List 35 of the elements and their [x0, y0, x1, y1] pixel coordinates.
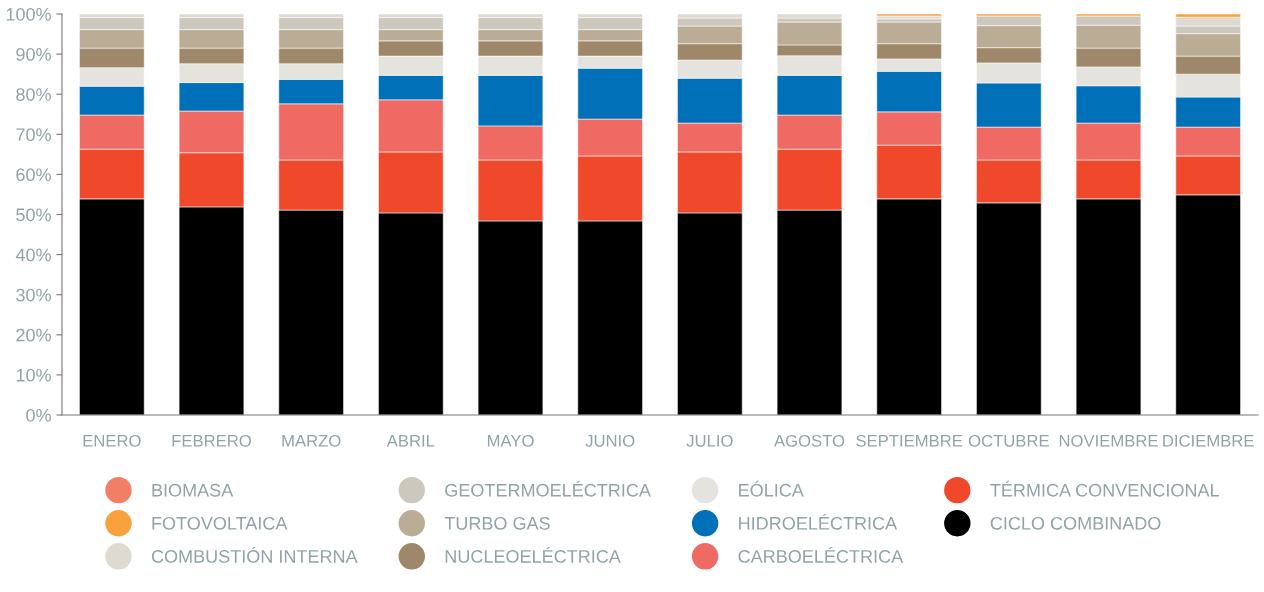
y-tick-label: 40%	[15, 248, 51, 262]
y-tick-label: 60%	[16, 168, 51, 182]
y-tick-label: 80%	[16, 88, 51, 101]
y-tick-label: 70%	[16, 128, 51, 142]
x-tick-label: JUNIO	[585, 434, 635, 447]
y-tick-label: 100%	[6, 7, 51, 21]
legend-label: TURBO GAS	[444, 516, 550, 530]
legend-label: EÓLICA	[739, 480, 804, 497]
x-tick-label: OCTUBRE	[968, 434, 1049, 447]
y-tick-label: 0%	[26, 408, 51, 422]
legend-label: CICLO COMBINADO	[990, 516, 1161, 530]
legend-label: FOTOVOLTAICA	[152, 516, 288, 530]
x-tick-label: ENERO	[83, 434, 141, 447]
legend-label: COMBUSTIÓN INTERNA	[151, 546, 358, 563]
x-tick-label: FEBRERO	[172, 434, 251, 447]
x-tick-label: MAYO	[487, 434, 534, 447]
x-tick-label: MARZO	[282, 434, 341, 447]
x-tick-label: NOVIEMBRE	[1059, 434, 1158, 447]
y-tick-label: 20%	[16, 328, 51, 342]
x-tick-label: SEPTIEMBRE	[856, 434, 963, 447]
legend-label: BIOMASA	[152, 483, 234, 497]
legend-label: TÉRMICA CONVENCIONAL	[990, 480, 1219, 497]
bar	[776, 14, 843, 19]
x-tick-label: AGOSTO	[774, 434, 845, 447]
legend-label: GEOTERMOELÉCTRICA	[445, 480, 651, 497]
y-tick-label: 30%	[16, 288, 51, 302]
y-tick-label: 50%	[16, 208, 51, 222]
y-tick-label: 10%	[16, 368, 51, 382]
y-tick-label: 90%	[16, 48, 51, 61]
legend-label: NUCLEOELÉCTRICA	[445, 546, 621, 563]
legend-label: HIDROELÉCTRICA	[739, 513, 898, 530]
legend-label: CARBOELÉCTRICA	[738, 546, 904, 563]
x-tick-label: ABRIL	[386, 435, 435, 447]
x-tick-label: JULIO	[686, 434, 733, 447]
x-tick-label: DICIEMBRE	[1163, 434, 1254, 447]
